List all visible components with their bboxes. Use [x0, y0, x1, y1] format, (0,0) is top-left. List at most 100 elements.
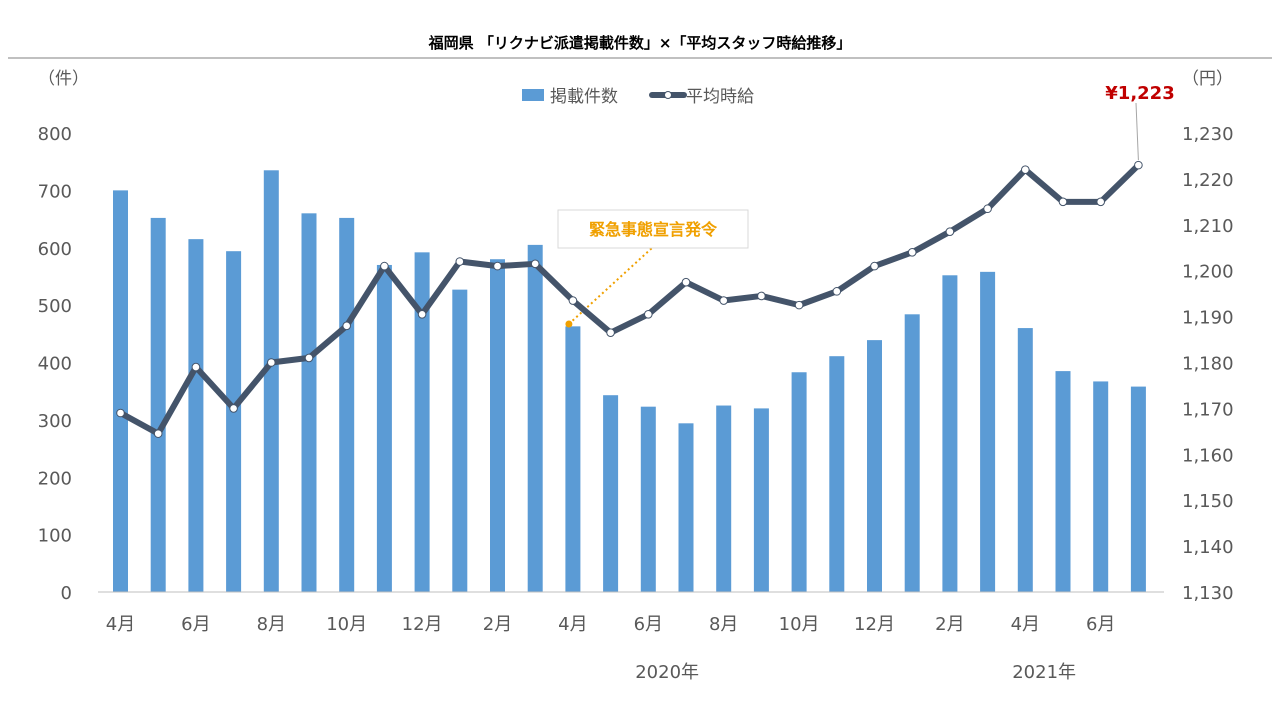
legend-bar-swatch	[522, 89, 544, 101]
bar	[1055, 371, 1071, 592]
bar	[339, 217, 355, 593]
line-marker	[304, 353, 314, 363]
left-tick-label: 300	[38, 411, 72, 432]
line-marker	[1021, 165, 1030, 175]
line-marker	[757, 291, 766, 301]
bar	[452, 289, 468, 592]
bar	[527, 244, 543, 592]
annotation-box	[557, 209, 749, 249]
bar	[1017, 328, 1033, 592]
bar	[490, 259, 505, 592]
line-series	[116, 160, 1143, 438]
line-marker	[1058, 197, 1068, 207]
left-tick-label: 800	[38, 124, 72, 145]
bar	[678, 423, 694, 592]
x-tick-label: 4月	[1011, 614, 1040, 635]
bar	[640, 406, 656, 592]
line-marker	[794, 300, 804, 310]
bar	[188, 239, 204, 593]
x-tick-label: 2月	[935, 614, 964, 635]
bar	[980, 271, 996, 592]
bar	[829, 356, 845, 592]
left-tick-label: 200	[38, 468, 72, 489]
left-tick-label: 600	[38, 239, 72, 260]
x-tick-label: 6月	[181, 614, 210, 635]
x-axis: 4月 6月 8月 10月 12月 2月 4月 6月 8月 10月 12月 2月 4月 6月	[106, 614, 1116, 635]
last-value-callout: ¥1,223	[1105, 83, 1175, 161]
annotation-leader	[568, 247, 653, 325]
x-tick-label: 2月	[483, 614, 512, 635]
bar-series	[113, 170, 1146, 593]
right-tick-label: 1,180	[1182, 354, 1234, 375]
line-path	[117, 162, 1142, 437]
year-label: 2020年	[635, 662, 699, 683]
bar	[301, 213, 317, 592]
line-marker	[870, 261, 879, 271]
bar	[867, 340, 882, 592]
legend: 掲載件数 平均時給	[522, 87, 754, 107]
last-value-leader	[1135, 102, 1139, 161]
line-marker	[417, 310, 427, 319]
legend-bar-label: 掲載件数	[550, 87, 618, 107]
bar	[942, 275, 958, 592]
bar	[1093, 381, 1109, 592]
right-tick-label: 1,130	[1182, 583, 1234, 604]
right-tick-label: 1,150	[1182, 491, 1234, 512]
line-marker	[719, 296, 729, 305]
line-marker	[606, 328, 615, 337]
legend-line-label: 平均時給	[686, 87, 754, 107]
bar	[565, 326, 581, 592]
right-tick-label: 1,210	[1182, 216, 1234, 237]
line-marker	[493, 261, 502, 271]
line-marker	[116, 408, 125, 418]
line-marker	[455, 257, 465, 266]
annotation-text: 緊急事態宣言発令	[589, 220, 718, 239]
left-tick-label: 400	[38, 354, 72, 375]
left-tick-label: 700	[38, 181, 72, 202]
legend-line-marker	[664, 91, 672, 99]
bar	[113, 190, 128, 592]
x-tick-label: 10月	[326, 614, 367, 635]
line-marker	[681, 277, 691, 287]
line-marker	[832, 287, 842, 296]
left-tick-label: 100	[38, 526, 72, 547]
right-tick-label: 1,160	[1182, 445, 1234, 466]
line-marker	[342, 321, 352, 331]
bar	[376, 264, 392, 592]
year-label: 2021年	[1012, 662, 1076, 683]
right-tick-label: 1,140	[1182, 537, 1234, 558]
last-value-label: ¥1,223	[1105, 83, 1174, 104]
x-tick-label: 12月	[854, 614, 895, 635]
line-marker	[907, 248, 917, 257]
left-axis: 0 100 200 300 400 500 600 700 800	[38, 124, 72, 604]
year-labels: 2020年 2021年	[635, 662, 1076, 683]
bar	[716, 405, 732, 592]
bar	[414, 252, 430, 592]
x-tick-label: 6月	[1086, 614, 1115, 635]
right-tick-label: 1,200	[1182, 262, 1234, 283]
annotation-anchor-dot	[565, 320, 573, 328]
bar	[753, 408, 769, 592]
right-tick-label: 1,230	[1182, 124, 1234, 145]
line-marker	[568, 296, 578, 305]
x-tick-label: 10月	[779, 614, 820, 635]
line-marker	[1096, 197, 1105, 207]
bar	[603, 395, 619, 592]
bar	[791, 372, 807, 592]
line-marker	[153, 429, 163, 438]
line-marker	[644, 310, 653, 319]
line-marker	[229, 404, 238, 413]
line-marker	[191, 362, 201, 372]
bar	[150, 217, 166, 593]
line-marker	[945, 227, 955, 236]
right-axis-unit: （円）	[1182, 69, 1233, 89]
line-marker	[1134, 160, 1143, 170]
line-marker	[530, 259, 540, 269]
x-tick-label: 12月	[402, 614, 443, 635]
left-tick-label: 500	[38, 296, 72, 317]
x-tick-label: 4月	[558, 614, 587, 635]
x-tick-label: 6月	[634, 614, 663, 635]
x-tick-label: 4月	[106, 614, 135, 635]
line-marker	[380, 261, 389, 271]
